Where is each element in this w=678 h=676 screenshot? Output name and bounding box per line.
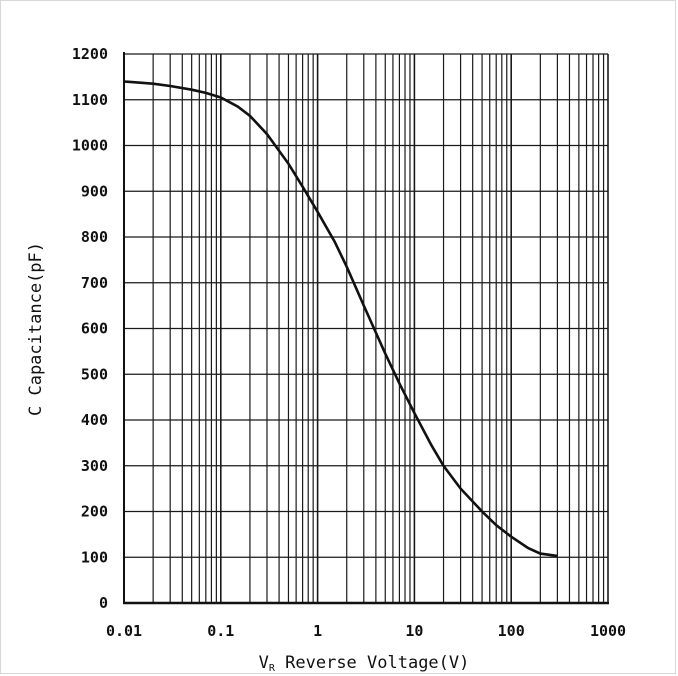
y-tick-label: 100 [81,548,108,566]
y-tick-label: 400 [81,411,108,429]
axes [123,52,609,605]
y-tick-label: 200 [81,503,108,521]
y-tick-label: 600 [81,320,108,338]
y-tick-labels: 0 100 200 300 400 500 600 700 800 900 1000 1100 1200 [72,45,108,612]
x-tick-label: 1000 [590,622,626,640]
y-tick-label: 1200 [72,45,108,63]
x-axis-label-subscript: R [269,663,276,674]
y-tick-label: 900 [81,182,108,200]
y-tick-label: 0 [99,594,108,612]
grid [123,53,609,604]
x-tick-label: 1 [313,622,322,640]
y-tick-label: 500 [81,365,108,383]
x-axis-label-text: Reverse Voltage(V) [275,653,469,673]
x-tick-label: 100 [498,622,525,640]
x-tick-label: 10 [405,622,423,640]
x-axis-label: VR Reverse Voltage(V) [259,653,470,674]
y-tick-label: 1000 [72,137,108,155]
x-tick-label: 0.1 [207,622,234,640]
x-axis-label-prefix: V [259,653,269,673]
y-tick-label: 1100 [72,91,108,109]
y-tick-label: 800 [81,228,108,246]
series-line [123,80,558,558]
y-tick-label: 300 [81,457,108,475]
x-tick-labels: 0.01 0.1 1 10 100 1000 [106,622,626,640]
x-tick-label: 0.01 [106,622,142,640]
y-axis-label: C Capacitance(pF) [26,242,46,416]
y-tick-label: 700 [81,274,108,292]
